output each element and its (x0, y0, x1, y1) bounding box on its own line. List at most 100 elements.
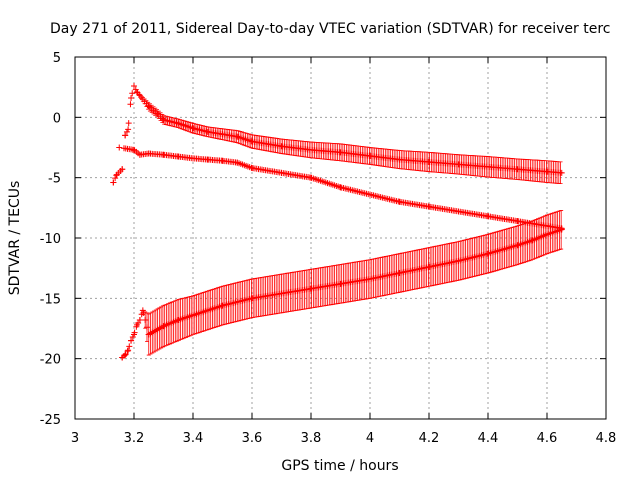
error-bar (504, 228, 509, 269)
error-bar (176, 298, 181, 341)
error-bar (219, 286, 224, 326)
error-bar (159, 306, 164, 349)
error-bar (183, 120, 188, 131)
error-bar (181, 120, 186, 130)
error-bar (555, 211, 560, 251)
error-bar (523, 222, 528, 263)
error-bar (539, 216, 544, 257)
data-point (136, 317, 143, 324)
data-point (127, 101, 134, 108)
error-bar (185, 296, 190, 338)
error-bar (189, 295, 194, 336)
y-tick-label: -20 (40, 353, 61, 368)
series-0 (122, 82, 565, 185)
data-point (110, 179, 117, 186)
error-bar (162, 304, 167, 347)
error-bar (545, 214, 549, 255)
data-point (126, 343, 133, 350)
error-bar (514, 225, 519, 266)
error-bar (210, 289, 215, 329)
x-axis-label: GPS time / hours (281, 458, 398, 474)
error-bar (490, 232, 495, 273)
error-bar (146, 313, 151, 356)
y-tick-label: -25 (40, 413, 61, 428)
error-bar (183, 297, 188, 338)
error-bar (150, 311, 155, 354)
error-bar (175, 299, 180, 342)
error-bar (506, 228, 511, 268)
data-point (128, 95, 135, 102)
error-bar (192, 294, 197, 335)
error-bar (169, 301, 174, 344)
error-bar (525, 222, 530, 262)
error-bar (529, 221, 534, 261)
x-tick-label: 3.6 (242, 431, 263, 446)
error-bar (166, 303, 171, 346)
y-tick-label: 5 (53, 51, 61, 66)
error-bar (196, 293, 201, 334)
error-bar (516, 225, 521, 265)
error-bar (495, 231, 500, 271)
error-bar (247, 133, 252, 148)
y-axis-label: SDTVAR / TECUs (7, 181, 23, 296)
error-bar (239, 131, 244, 145)
error-bar (536, 218, 541, 258)
error-bar (498, 230, 503, 270)
x-tick-label: 4.6 (537, 431, 558, 446)
data-point (125, 120, 132, 127)
error-bar (553, 211, 558, 252)
error-bar (171, 301, 176, 343)
data-point (119, 166, 126, 173)
x-tick-label: 4.4 (478, 431, 499, 446)
error-bar (513, 226, 518, 266)
data-point (112, 175, 119, 182)
error-bar (191, 295, 195, 335)
error-bar (206, 290, 211, 330)
data-point (125, 347, 132, 354)
error-bar (164, 303, 169, 346)
data-point (129, 90, 136, 97)
error-bar (194, 294, 199, 334)
data-point (131, 329, 138, 336)
error-bar (500, 229, 505, 270)
data-point (129, 333, 136, 340)
error-bar (187, 296, 192, 337)
error-bar (520, 223, 525, 264)
axis-ticks: 3 3.2 3.4 3.6 3.8 4 4.2 4.4 4.6 4.8 5 0 -5 -10 -15 -20 -… (40, 51, 617, 446)
chart-title: Day 271 of 2011, Sidereal Day-to-day VTE… (50, 21, 610, 37)
plot-frame (74, 56, 607, 420)
error-bar (203, 291, 208, 331)
error-bar (214, 287, 219, 328)
y-tick-label: -5 (48, 172, 61, 187)
error-bar (212, 288, 217, 328)
error-bar (491, 232, 496, 272)
error-bar (557, 210, 562, 251)
data-point (128, 337, 135, 344)
y-tick-label: 0 (53, 111, 61, 126)
data-point (131, 82, 137, 89)
error-bar (173, 300, 178, 343)
error-bar (182, 297, 187, 339)
x-tick-label: 3.2 (124, 431, 145, 446)
grid-lines (75, 57, 606, 419)
error-bar (493, 231, 498, 272)
error-bar (558, 161, 563, 185)
error-bar (486, 233, 491, 274)
y-tick-label: -10 (40, 232, 61, 247)
data-point (123, 128, 130, 135)
error-bar (511, 226, 516, 267)
error-bar (488, 233, 493, 273)
error-bar (497, 230, 502, 271)
error-bar (167, 302, 172, 345)
error-bar (178, 119, 183, 129)
error-bar (530, 220, 535, 260)
x-tick-label: 4 (366, 431, 374, 446)
series-1 (110, 144, 565, 232)
x-tick-label: 4.8 (596, 431, 617, 446)
error-bar (144, 312, 149, 343)
error-bar (509, 227, 514, 267)
error-bar (198, 293, 203, 333)
error-bar (152, 310, 157, 353)
error-bar (541, 216, 546, 256)
data-point (124, 348, 131, 355)
